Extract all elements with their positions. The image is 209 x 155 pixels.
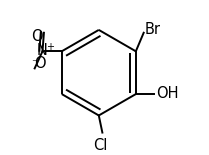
Text: OH: OH [157, 86, 179, 101]
Text: ⁻: ⁻ [31, 57, 38, 70]
Text: O: O [31, 29, 43, 44]
Text: Cl: Cl [93, 138, 107, 153]
Text: +: + [46, 42, 54, 52]
Text: N: N [37, 43, 48, 58]
Text: O: O [34, 56, 46, 71]
Text: Br: Br [144, 22, 160, 37]
